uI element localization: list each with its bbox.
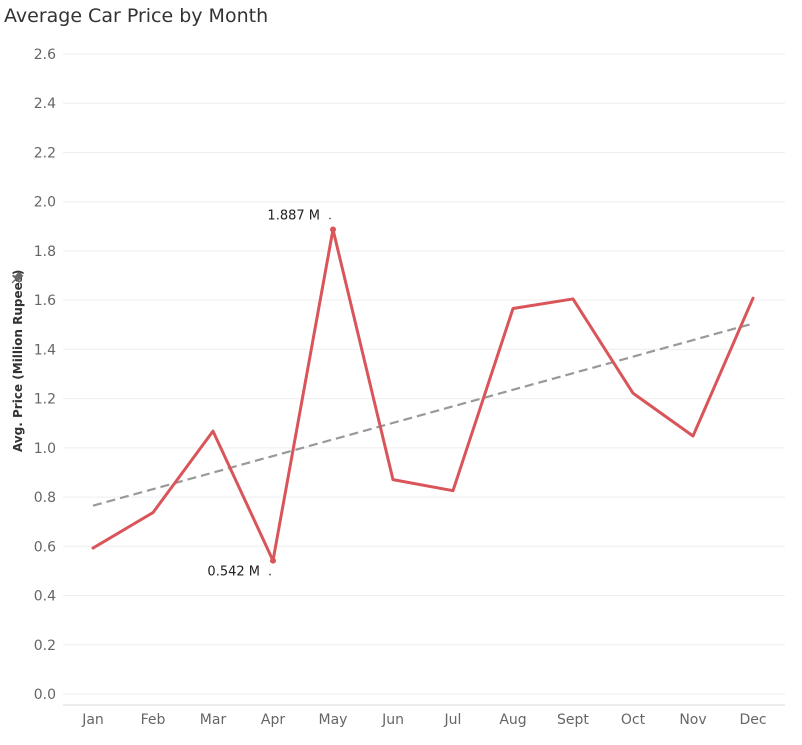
x-tick-label: Apr (261, 712, 285, 728)
series-group (91, 228, 755, 563)
y-tick-label: 0.2 (34, 638, 56, 654)
trend-line (92, 322, 754, 507)
trend-line-group (92, 322, 754, 507)
y-axis-label: Avg. Price (Million Rupees) (11, 270, 25, 452)
annotated-point[interactable] (270, 557, 276, 564)
annotated-point[interactable] (330, 226, 336, 233)
y-tick-labels: 0.0 0.2 0.4 0.6 0.8 1.0 1.2 1.4 1.6 1.8 2.0 2.2 2.4 2… (34, 47, 56, 703)
x-tick-label: Jul (444, 712, 462, 728)
x-tick-label: Mar (200, 712, 227, 728)
data-label: 1.887 M (267, 209, 320, 224)
x-tick-label: May (319, 712, 348, 728)
x-tick-label: Dec (739, 712, 766, 728)
chart-title: Average Car Price by Month (4, 5, 269, 27)
y-tick-label: 0.0 (34, 687, 56, 703)
x-tick-label: Oct (621, 712, 646, 728)
y-tick-label: 1.4 (34, 342, 56, 358)
y-tick-label: 0.6 (34, 539, 56, 555)
y-tick-label: 2.6 (34, 47, 56, 63)
y-tick-label: 1.2 (34, 392, 56, 408)
x-tick-label: Jun (381, 712, 404, 728)
x-tick-label: Nov (679, 712, 706, 728)
annotations: 1.887 M 0.542 M (207, 209, 336, 580)
y-tick-label: 2.2 (34, 145, 56, 161)
label-dot (329, 217, 331, 220)
label-dot (269, 573, 271, 576)
x-tick-label: Jan (81, 712, 104, 728)
data-label: 0.542 M (207, 565, 260, 580)
x-tick-labels: Jan Feb Mar Apr May Jun Jul Aug Sept Oct Nov Dec (81, 712, 766, 728)
gridlines (63, 53, 785, 695)
y-tick-label: 0.4 (34, 589, 56, 605)
y-tick-label: 1.8 (34, 244, 56, 260)
x-tick-label: Sept (557, 712, 589, 728)
y-tick-label: 1.0 (34, 441, 56, 457)
y-tick-label: 1.6 (34, 293, 56, 309)
x-tick-label: Feb (141, 712, 166, 728)
y-tick-label: 2.0 (34, 195, 56, 211)
y-tick-label: 2.4 (34, 96, 56, 112)
series-line[interactable] (91, 228, 755, 563)
y-tick-label: 0.8 (34, 490, 56, 506)
x-tick-label: Aug (499, 712, 526, 728)
